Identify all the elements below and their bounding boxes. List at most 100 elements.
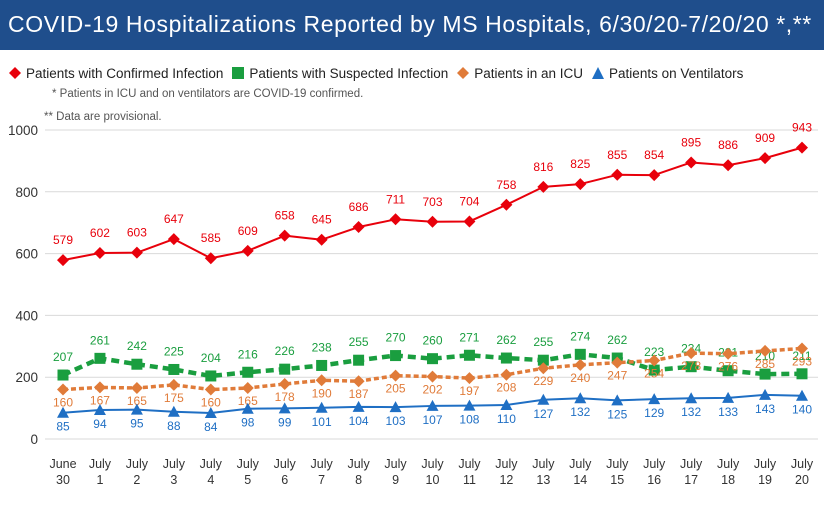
data-point-suspected	[427, 353, 438, 365]
red-diamond-icon	[9, 67, 21, 79]
x-tick-label-day: 30	[56, 473, 70, 487]
data-label-suspected: 274	[570, 329, 590, 343]
data-point-confirmed	[57, 254, 69, 267]
x-tick-label-month: July	[717, 457, 740, 471]
data-label-ventilators: 140	[792, 403, 812, 417]
x-tick-label-month: July	[89, 457, 112, 471]
data-label-suspected: 223	[644, 345, 664, 359]
data-label-suspected: 207	[53, 350, 73, 364]
data-point-ventilators	[426, 399, 439, 411]
data-point-suspected	[722, 365, 734, 377]
data-label-ventilators: 132	[570, 405, 590, 419]
x-tick-label-day: 16	[647, 473, 661, 487]
data-point-ventilators	[796, 389, 808, 401]
data-label-icu: 247	[607, 369, 627, 383]
data-point-icu	[389, 369, 402, 382]
data-label-ventilators: 108	[459, 413, 479, 427]
x-tick-label-month: July	[163, 457, 186, 471]
x-tick-label-month: July	[680, 457, 703, 471]
data-label-confirmed: 855	[607, 148, 627, 162]
x-tick-label-month: July	[458, 457, 481, 471]
data-point-confirmed	[426, 215, 439, 228]
data-point-ventilators	[57, 406, 69, 418]
data-label-icu: 202	[422, 383, 442, 397]
data-label-confirmed: 816	[533, 160, 553, 174]
x-tick-label-month: July	[200, 457, 223, 471]
data-point-ventilators	[204, 407, 217, 419]
legend-label-icu: Patients in an ICU	[474, 65, 584, 81]
data-point-suspected	[759, 368, 771, 380]
data-label-icu: 165	[127, 394, 147, 408]
data-point-ventilators	[611, 394, 624, 406]
x-tick-label-day: 2	[133, 473, 140, 487]
data-point-icu	[204, 383, 217, 396]
data-point-icu	[537, 362, 550, 375]
data-label-confirmed: 585	[201, 231, 221, 245]
legend-item-suspected: Patients with Suspected Infection	[231, 66, 448, 81]
data-label-icu: 205	[386, 382, 406, 396]
data-point-suspected	[205, 370, 217, 382]
data-label-ventilators: 103	[386, 414, 406, 428]
data-point-icu	[722, 347, 735, 360]
data-point-confirmed	[278, 229, 291, 242]
data-label-confirmed: 602	[90, 226, 110, 240]
data-label-ventilators: 98	[241, 416, 255, 430]
data-label-suspected: 260	[422, 334, 442, 348]
data-label-icu: 160	[201, 396, 221, 410]
data-point-icu	[278, 377, 291, 390]
data-label-ventilators: 84	[204, 420, 218, 434]
data-point-ventilators	[648, 393, 661, 405]
x-tick-label-month: July	[532, 457, 555, 471]
data-label-confirmed: 895	[681, 135, 701, 149]
data-label-icu: 165	[238, 394, 258, 408]
green-square-icon	[232, 67, 245, 79]
data-label-suspected: 238	[312, 340, 332, 354]
y-tick-label: 600	[15, 247, 38, 262]
data-label-ventilators: 85	[56, 420, 70, 434]
chart-title: COVID-19 Hospitalizations Reported by MS…	[8, 11, 812, 37]
data-label-icu: 178	[275, 390, 295, 404]
data-point-icu	[648, 354, 661, 367]
data-point-icu	[426, 370, 439, 383]
data-label-suspected: 255	[533, 335, 553, 349]
data-label-ventilators: 104	[349, 414, 369, 428]
data-label-suspected: 226	[275, 344, 295, 358]
data-point-confirmed	[574, 178, 587, 191]
x-tick-label-month: July	[311, 457, 334, 471]
data-point-suspected	[796, 368, 808, 380]
data-point-icu	[500, 368, 513, 381]
data-point-confirmed	[500, 198, 513, 211]
data-label-confirmed: 609	[238, 224, 258, 238]
data-point-suspected	[242, 366, 254, 378]
data-label-icu: 197	[459, 384, 479, 398]
data-point-suspected	[685, 361, 697, 373]
data-point-ventilators	[463, 399, 476, 411]
series-line-suspected	[62, 352, 803, 379]
data-point-confirmed	[167, 233, 180, 246]
x-tick-label-month: July	[495, 457, 518, 471]
x-tick-label-day: 10	[426, 473, 440, 487]
x-tick-label-month: June	[49, 457, 76, 471]
legend-item-icu: Patients in an ICU	[456, 66, 583, 81]
data-label-confirmed: 658	[275, 209, 295, 223]
blue-triangle-icon	[592, 67, 605, 79]
data-label-ventilators: 133	[718, 405, 738, 419]
data-point-icu	[167, 378, 180, 391]
data-label-confirmed: 711	[386, 192, 405, 206]
data-point-confirmed	[722, 159, 735, 172]
data-point-ventilators	[759, 388, 772, 400]
x-tick-label-month: July	[347, 457, 370, 471]
x-tick-label-day: 3	[170, 473, 177, 487]
data-point-ventilators	[93, 403, 106, 415]
data-point-confirmed	[93, 246, 106, 259]
x-tick-label-day: 15	[610, 473, 624, 487]
footnote-provisional: ** Data are provisional.	[44, 111, 162, 123]
x-tick-label-day: 12	[499, 473, 513, 487]
data-label-icu: 285	[755, 357, 775, 371]
data-point-confirmed	[241, 244, 254, 257]
data-label-icu: 160	[53, 396, 73, 410]
legend-item-confirmed: Patients with Confirmed Infection	[8, 66, 223, 81]
data-point-suspected	[463, 349, 475, 361]
x-tick-label-day: 19	[758, 473, 772, 487]
